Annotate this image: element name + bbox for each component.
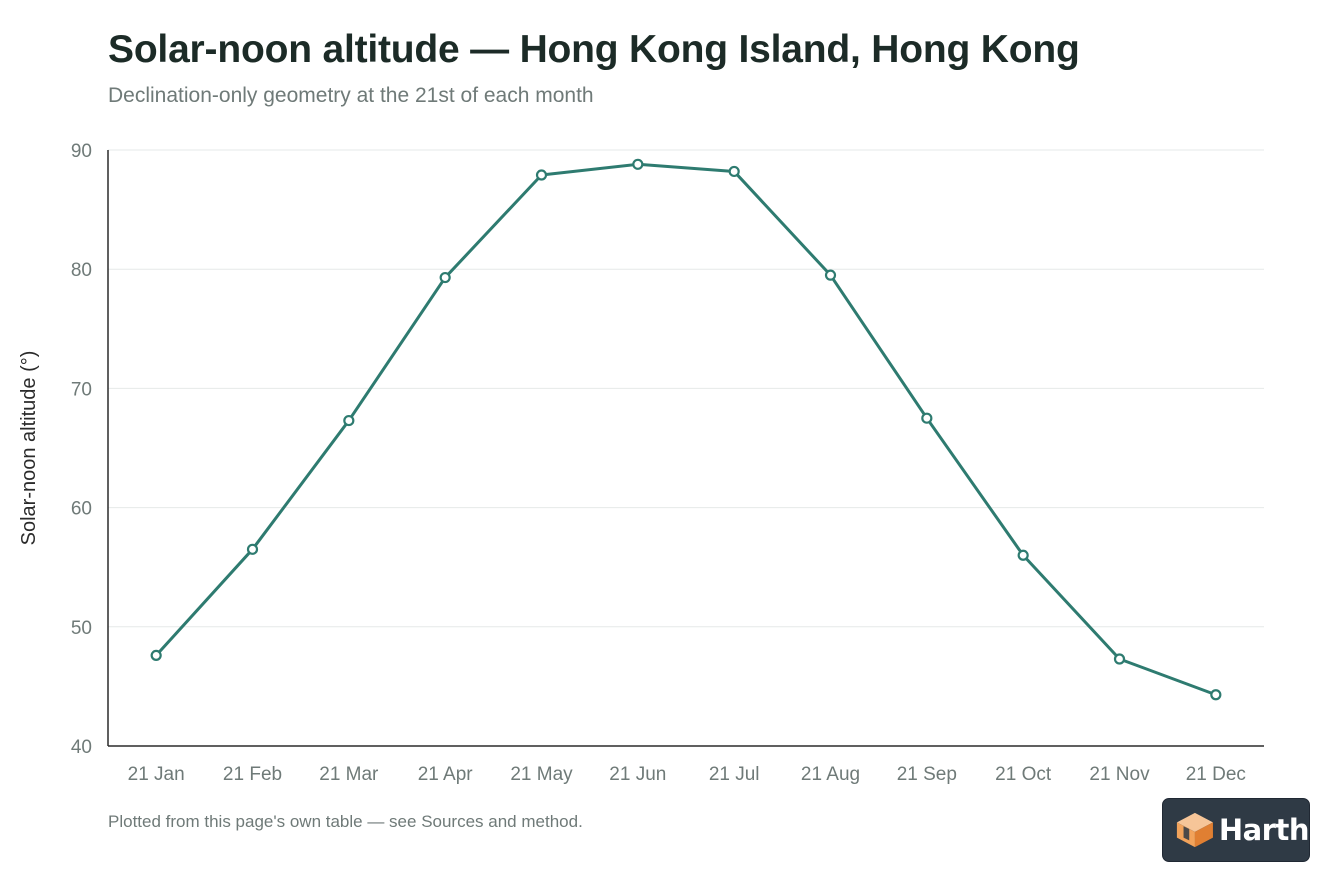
data-point-12[interactable] <box>1210 689 1222 701</box>
data-point-4[interactable] <box>439 271 451 284</box>
y-tick-label: 60 <box>71 499 92 520</box>
x-tick-label: 21 Feb <box>223 764 282 785</box>
chart-subtitle: Declination-only geometry at the 21st of… <box>108 84 594 107</box>
data-point-1[interactable] <box>150 649 162 662</box>
data-point-2[interactable] <box>246 543 259 555</box>
y-tick-label: 90 <box>71 141 92 162</box>
harth-logo-badge[interactable]: Harth <box>1162 798 1310 862</box>
y-tick-label: 50 <box>71 618 92 639</box>
y-tick-labels: 40 50 60 70 80 90 <box>71 141 92 758</box>
x-tick-label: 21 May <box>510 764 573 785</box>
x-tick-label: 21 Aug <box>801 764 860 785</box>
x-tick-label: 21 Oct <box>995 764 1052 785</box>
logo-wordmark: Harth <box>1218 813 1310 847</box>
harth-cube-icon <box>1176 812 1213 848</box>
data-point-5[interactable] <box>535 169 548 181</box>
data-points <box>150 158 1222 701</box>
axes <box>107 150 1264 747</box>
x-tick-label: 21 Jun <box>609 764 666 785</box>
y-tick-label: 70 <box>71 379 92 400</box>
y-axis-label: Solar-noon altitude (°) <box>18 351 40 546</box>
x-tick-label: 21 Nov <box>1089 764 1150 785</box>
data-point-10[interactable] <box>1017 549 1029 561</box>
data-point-8[interactable] <box>824 269 837 281</box>
series-line <box>154 162 1218 697</box>
y-tick-label: 40 <box>71 737 92 758</box>
gridlines <box>108 149 1264 628</box>
data-point-3[interactable] <box>343 414 355 427</box>
data-point-7[interactable] <box>728 165 740 178</box>
data-point-11[interactable] <box>1113 653 1126 665</box>
x-tick-labels: 21 Jan 21 Feb 21 Mar 21 Apr 21 May 21 Jun 21 J… <box>128 764 1246 785</box>
chart-title: Solar-noon altitude — Hong Kong Island, … <box>108 28 1080 71</box>
data-point-6[interactable] <box>632 158 644 170</box>
y-tick-label: 80 <box>71 260 92 281</box>
series-line-layer <box>154 162 1218 697</box>
x-tick-label: 21 Mar <box>319 764 379 785</box>
x-tick-label: 21 Jan <box>128 764 185 785</box>
x-tick-label: 21 Dec <box>1186 764 1246 785</box>
x-tick-label: 21 Jul <box>709 764 760 785</box>
x-tick-label: 21 Apr <box>418 764 474 785</box>
data-point-9[interactable] <box>921 412 933 424</box>
source-footnote: Plotted from this page's own table — see… <box>108 812 583 831</box>
x-tick-label: 21 Sep <box>897 764 957 785</box>
